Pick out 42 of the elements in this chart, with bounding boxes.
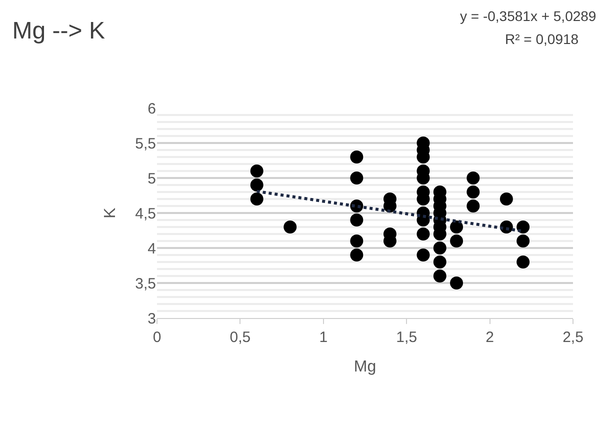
y-tick-label: 6: [148, 100, 156, 118]
point: [466, 200, 480, 212]
point: [416, 228, 430, 240]
point: [350, 234, 364, 248]
point: [433, 242, 446, 254]
x-tick-label: 0,5: [230, 329, 251, 346]
y-tick-label: 5: [148, 170, 156, 188]
y-tick-label: 5,5: [135, 135, 156, 152]
point: [466, 186, 480, 198]
x-tick-label: 1,5: [396, 329, 418, 346]
point: [516, 234, 530, 248]
x-tick-label: 0: [152, 329, 162, 346]
point: [450, 276, 464, 290]
y-tick-label: 4,5: [135, 205, 156, 222]
x-axis-title: Mg: [354, 358, 376, 376]
point: [350, 248, 364, 262]
y-axis-title: K: [102, 207, 120, 218]
point: [450, 234, 464, 248]
x-tick-label: 2,5: [562, 329, 584, 346]
text: R² = 0,0918: [505, 31, 579, 47]
point: [433, 256, 446, 268]
point: [250, 164, 264, 178]
point: [350, 172, 364, 184]
y-tick-label: 3: [148, 310, 156, 328]
point: [284, 220, 297, 234]
text: y = -0,3581x + 5,0289: [460, 8, 596, 24]
point: [350, 150, 364, 164]
point: [416, 248, 430, 262]
y-tick-label: 4: [148, 240, 156, 258]
point: [516, 256, 530, 268]
point: [433, 270, 446, 282]
point: [500, 192, 513, 206]
point: [350, 214, 364, 226]
point: [466, 172, 480, 184]
point: [250, 192, 264, 206]
y-tick-label: 3,5: [135, 275, 156, 292]
point: [450, 220, 464, 234]
point: [250, 178, 264, 192]
point: [516, 220, 530, 234]
chart-title: Mg --> K: [12, 18, 105, 45]
x-tick-label: 2: [486, 329, 494, 346]
x-tick-label: 1: [319, 329, 328, 346]
